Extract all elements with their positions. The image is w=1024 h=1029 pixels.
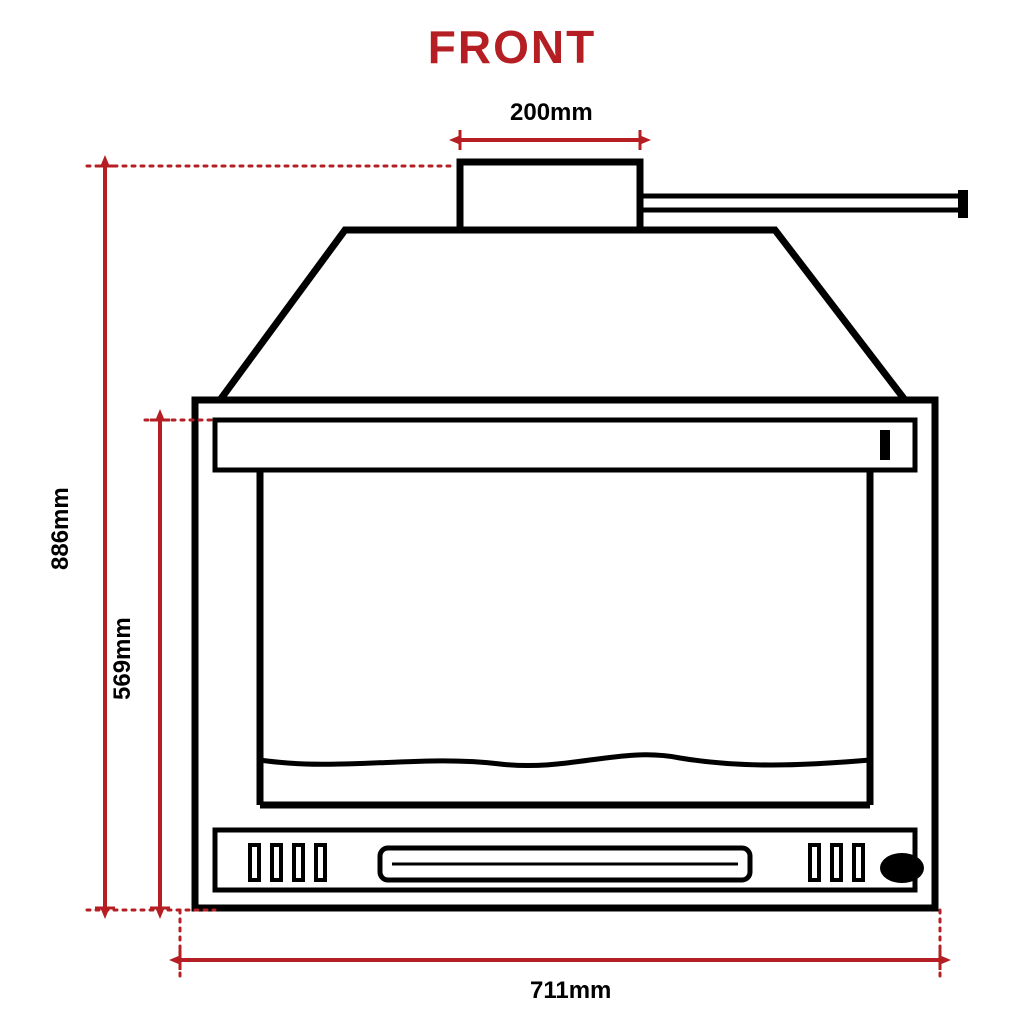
- dim-lower-height-label: 569mm: [109, 617, 136, 700]
- vent-slot: [316, 845, 325, 880]
- dimension-diagram: 200mm 886mm 569mm 711mm: [0, 0, 1024, 1024]
- hood-outline: [220, 230, 905, 400]
- control-knob: [880, 853, 924, 883]
- ash-line: [260, 755, 870, 766]
- vent-slot: [854, 845, 863, 880]
- vent-slot: [250, 845, 259, 880]
- vent-slot: [272, 845, 281, 880]
- diagram-title: FRONT: [0, 20, 1024, 74]
- dim-total-height-label: 886mm: [47, 487, 74, 570]
- vent-slot: [832, 845, 841, 880]
- vent-slot: [294, 845, 303, 880]
- flue-outline: [460, 162, 640, 230]
- dim-flue-width-label: 200mm: [510, 99, 593, 126]
- dim-total-width-label: 711mm: [530, 977, 611, 1004]
- vent-slot: [810, 845, 819, 880]
